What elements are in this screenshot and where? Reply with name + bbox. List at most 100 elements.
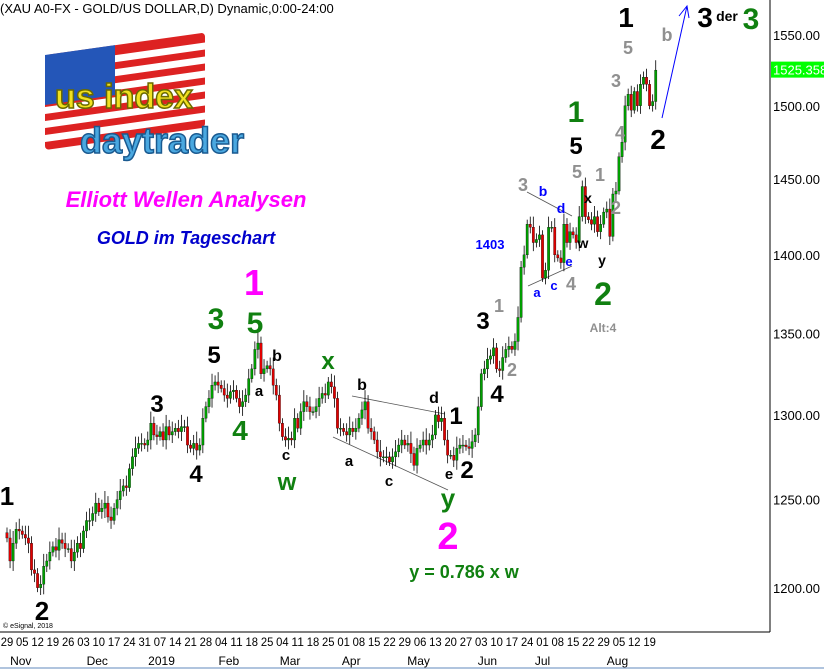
candle [492,338,495,364]
candle-body [222,388,226,396]
candle [452,446,456,468]
candle-body [149,423,153,441]
wave-label: 4 [189,461,203,488]
candle [617,152,621,195]
candle [39,575,43,596]
date-tick-label: 11 [230,635,243,649]
candle-body [183,426,186,428]
candle-body [265,365,269,370]
candle [351,421,355,437]
candle-body [128,468,131,488]
candle-body [79,543,82,549]
candle-body [299,411,303,429]
date-tick-label: 29 [597,635,610,649]
date-tick-label: 19 [47,635,60,649]
candle [565,218,569,248]
candle-body [479,373,483,407]
candle-body [296,418,300,429]
candle [45,553,49,573]
candle-body [476,406,480,436]
candle-body [568,231,572,243]
candle [222,380,226,402]
month-label: Dec [87,654,108,668]
candle [131,448,134,476]
candle [36,568,39,593]
wave-label: c [282,447,290,464]
candle [8,529,12,569]
candle [27,525,30,554]
candle [498,360,502,378]
candle [63,532,67,558]
candle [574,227,578,249]
candle-body [452,455,456,461]
candle-body [5,532,9,539]
candle-body [516,317,520,342]
candle [271,357,275,395]
candle-body [357,418,361,429]
candle [562,213,566,272]
candle [629,85,633,118]
candle-body [587,216,590,220]
candle [531,216,535,252]
candle-body [225,394,229,399]
candle [372,426,376,445]
date-tick-label: 11 [291,635,304,649]
candle-body [629,94,633,111]
candle-body [164,426,168,441]
price-tick-label: 1500.00 [773,99,820,114]
candle-body [45,560,49,567]
candle-body [106,502,110,518]
candle-body [290,438,293,441]
candle-body [235,389,238,399]
candle [24,525,27,546]
candle-body [528,224,532,228]
candle-body [146,439,150,446]
price-tick-label: 1200.00 [773,581,820,596]
wave-label: 4 [490,381,504,408]
candle-body [345,431,349,436]
candle [317,386,321,416]
date-tick-label: 29 [1,635,14,649]
date-tick-label: 20 [444,635,457,649]
price-tick-label: 1300.00 [773,408,820,423]
wave-label: y [441,483,456,513]
candle [186,416,189,454]
trendlines [332,191,573,491]
wave-label: 2 [437,516,458,558]
candle-body [287,438,290,441]
candle-body [504,349,508,358]
candle [651,94,655,112]
date-tick-label: 05 [613,635,626,649]
candle-body [427,439,431,446]
candle-body [262,368,266,374]
candle [235,385,238,403]
candle-body [42,566,46,585]
candle [164,414,168,450]
candle [180,414,183,442]
candle-body [513,341,517,350]
month-label: Apr [342,654,361,668]
candle-body [400,439,404,446]
candle-body [360,409,364,419]
candle [173,423,177,436]
date-tick-label: 04 [276,635,289,649]
candle [415,438,419,474]
candle [121,479,125,497]
candle [636,84,639,112]
date-tick-label: 13 [429,635,442,649]
candle-body [366,401,370,429]
candle [30,536,33,576]
candle-body [250,368,254,379]
candle-body [155,434,159,437]
candle-body [103,502,107,509]
candle [152,416,156,441]
candle [85,511,88,538]
candle [412,446,416,471]
candle [183,419,186,432]
candle [510,341,514,354]
candle-body [118,490,122,500]
candle-body [525,224,529,256]
candle-body [232,389,235,392]
candle-body [124,485,128,488]
